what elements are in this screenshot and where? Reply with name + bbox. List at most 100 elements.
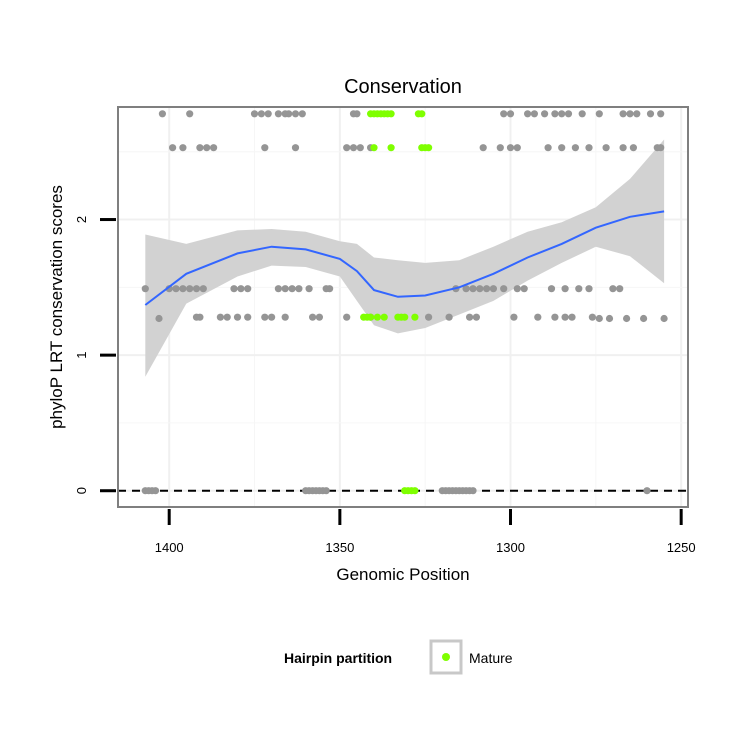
point bbox=[657, 144, 665, 152]
point bbox=[524, 110, 532, 118]
x-tick-label: 1300 bbox=[496, 540, 525, 555]
point bbox=[472, 313, 480, 321]
point bbox=[250, 110, 259, 118]
point bbox=[595, 314, 603, 323]
legend-title: Hairpin partition bbox=[284, 650, 392, 666]
point bbox=[496, 144, 504, 152]
point bbox=[602, 144, 610, 152]
x-axis: 1400 1350 1300 1250 bbox=[155, 509, 696, 555]
loess-line bbox=[144, 210, 665, 306]
point bbox=[469, 487, 477, 495]
y-axis: 0 1 2 bbox=[74, 216, 116, 494]
point bbox=[640, 314, 648, 323]
point bbox=[506, 144, 515, 152]
point bbox=[233, 313, 242, 321]
point bbox=[298, 110, 306, 118]
point bbox=[530, 110, 539, 118]
point bbox=[578, 110, 586, 118]
point bbox=[322, 487, 330, 495]
point bbox=[169, 144, 177, 152]
point bbox=[575, 285, 583, 293]
point bbox=[291, 110, 300, 118]
point bbox=[179, 144, 187, 152]
point bbox=[261, 313, 269, 321]
point bbox=[151, 487, 160, 495]
point bbox=[541, 110, 549, 118]
point bbox=[626, 110, 634, 118]
point bbox=[657, 110, 665, 118]
point bbox=[660, 314, 668, 323]
legend-label-mature: Mature bbox=[469, 650, 513, 666]
legend: Hairpin partition Mature bbox=[284, 639, 513, 675]
point bbox=[237, 285, 245, 293]
point bbox=[285, 110, 293, 118]
point-mature bbox=[425, 144, 433, 152]
point bbox=[500, 285, 508, 293]
data-points bbox=[141, 110, 668, 495]
point bbox=[479, 144, 487, 152]
point bbox=[305, 285, 313, 293]
point bbox=[595, 110, 603, 118]
point bbox=[343, 144, 351, 152]
point bbox=[643, 487, 651, 495]
point bbox=[288, 285, 296, 293]
point bbox=[445, 313, 453, 321]
point bbox=[483, 285, 491, 293]
point bbox=[646, 110, 655, 118]
point bbox=[196, 144, 204, 152]
point-mature bbox=[401, 313, 409, 321]
point bbox=[165, 285, 173, 293]
point bbox=[264, 110, 272, 118]
point bbox=[534, 313, 542, 321]
point bbox=[500, 110, 508, 118]
point bbox=[230, 285, 238, 293]
point bbox=[547, 285, 556, 293]
point bbox=[244, 285, 252, 293]
point bbox=[274, 285, 282, 293]
point bbox=[629, 144, 638, 152]
point bbox=[291, 144, 300, 152]
point bbox=[186, 110, 194, 118]
point bbox=[633, 110, 641, 118]
point bbox=[513, 285, 521, 293]
point bbox=[520, 285, 528, 293]
point bbox=[192, 285, 201, 293]
point bbox=[619, 144, 627, 152]
point bbox=[257, 110, 265, 118]
point bbox=[196, 313, 204, 321]
point bbox=[315, 313, 323, 321]
point-mature bbox=[370, 144, 378, 152]
x-tick-label: 1400 bbox=[155, 540, 184, 555]
y-axis-title: phyloP LRT conservation scores bbox=[47, 185, 66, 429]
point bbox=[605, 314, 614, 323]
point bbox=[623, 314, 631, 323]
point bbox=[510, 313, 518, 321]
point bbox=[425, 313, 433, 321]
point bbox=[223, 313, 231, 321]
point bbox=[244, 313, 252, 321]
point bbox=[309, 313, 317, 321]
chart-title: Conservation bbox=[344, 76, 462, 98]
point bbox=[568, 313, 576, 321]
legend-key-point bbox=[442, 653, 450, 661]
point-mature bbox=[418, 110, 426, 118]
point bbox=[466, 313, 474, 321]
point bbox=[155, 314, 163, 323]
point bbox=[343, 313, 351, 321]
point bbox=[616, 285, 624, 293]
point bbox=[462, 285, 470, 293]
point bbox=[353, 110, 361, 118]
point bbox=[544, 144, 552, 152]
point bbox=[179, 285, 187, 293]
point-mature bbox=[387, 110, 395, 118]
point bbox=[199, 285, 207, 293]
point bbox=[588, 313, 597, 321]
point bbox=[210, 144, 218, 152]
point bbox=[268, 313, 276, 321]
point bbox=[564, 110, 573, 118]
point-mature bbox=[411, 487, 419, 495]
plot-panel-border bbox=[117, 106, 689, 508]
point bbox=[551, 110, 559, 118]
point-mature bbox=[380, 313, 388, 321]
point bbox=[561, 285, 569, 293]
